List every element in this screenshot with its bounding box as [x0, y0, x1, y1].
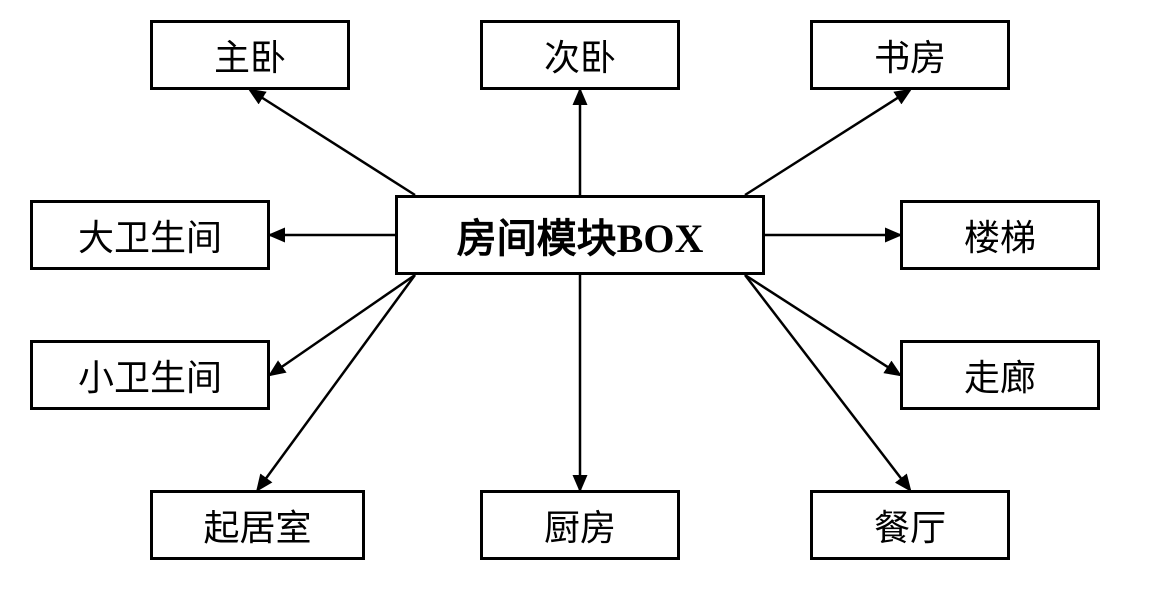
edge-top1	[250, 90, 415, 195]
node-label: 餐厅	[874, 499, 946, 551]
node-label: 主卧	[214, 29, 286, 81]
node-kitchen: 厨房	[480, 490, 680, 560]
node-small-bathroom: 小卫生间	[30, 340, 270, 410]
node-stairs: 楼梯	[900, 200, 1100, 270]
node-label: 次卧	[544, 29, 616, 81]
edge-bot3	[745, 275, 910, 490]
node-label: 书房	[874, 29, 946, 81]
node-dining-room: 餐厅	[810, 490, 1010, 560]
node-label: 大卫生间	[78, 209, 222, 261]
node-corridor: 走廊	[900, 340, 1100, 410]
node-label: 小卫生间	[78, 349, 222, 401]
node-label: 楼梯	[964, 209, 1036, 261]
edge-right2	[745, 275, 900, 375]
node-living-room: 起居室	[150, 490, 365, 560]
node-second-bedroom: 次卧	[480, 20, 680, 90]
node-large-bathroom: 大卫生间	[30, 200, 270, 270]
edge-left2	[270, 275, 415, 375]
edge-bot1	[258, 275, 416, 490]
node-label: 厨房	[544, 499, 616, 551]
diagram-canvas: 房间模块BOX 主卧 次卧 书房 大卫生间 小卫生间 楼梯 走廊 起居室 厨房 …	[0, 0, 1172, 601]
node-label: 起居室	[203, 499, 311, 551]
edge-top3	[745, 90, 910, 195]
center-node: 房间模块BOX	[395, 195, 765, 275]
center-label: 房间模块BOX	[457, 206, 704, 264]
node-master-bedroom: 主卧	[150, 20, 350, 90]
node-study: 书房	[810, 20, 1010, 90]
node-label: 走廊	[964, 349, 1036, 401]
